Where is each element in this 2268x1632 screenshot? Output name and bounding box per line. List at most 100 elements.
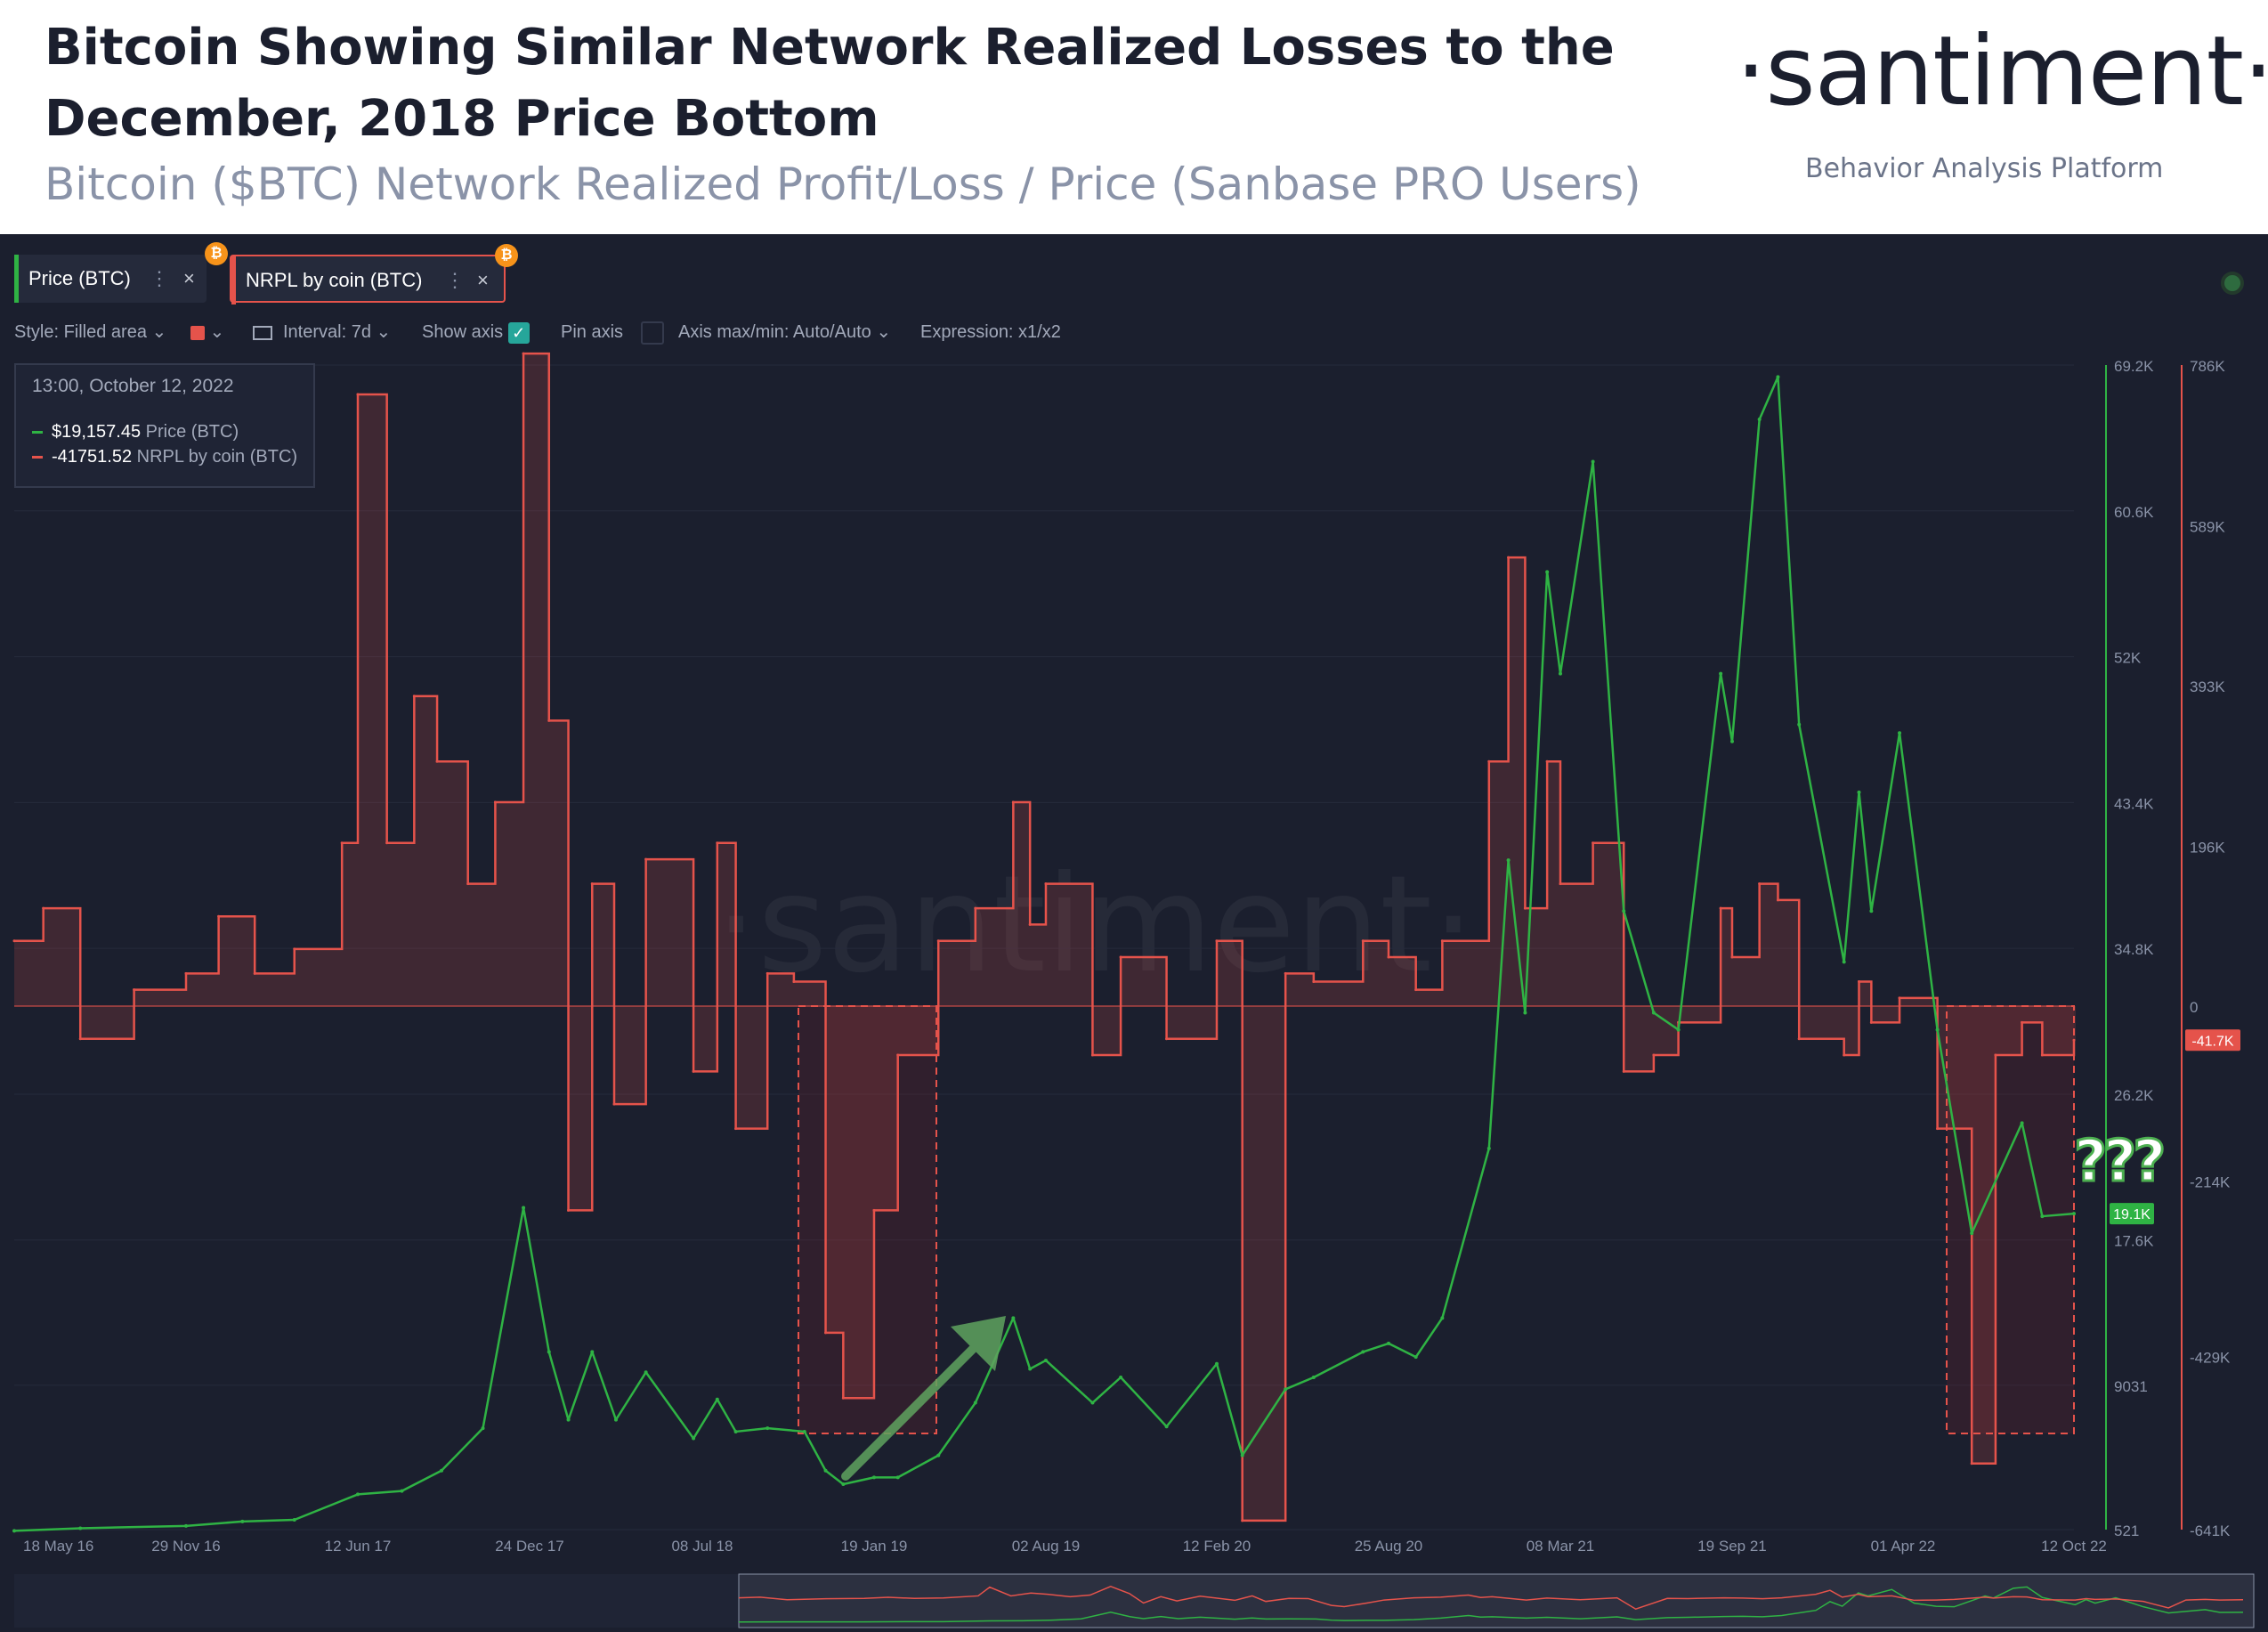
price-point-55 (1857, 790, 1861, 794)
price-point-52 (1776, 375, 1780, 379)
nrpl-point-57 (1758, 882, 1762, 886)
nrpl-badge-background (2185, 1029, 2240, 1051)
nrpl-point-6 (253, 971, 256, 975)
interval-dropdown[interactable]: Interval: 7d ⌄ (253, 319, 391, 345)
price-point-5 (355, 1492, 360, 1497)
price-point-29 (1090, 1401, 1095, 1405)
nrpl-axis-tick-7: -641K (2190, 1522, 2231, 1539)
tab-price[interactable]: Price (BTC) ⋮ × ₿ (14, 242, 228, 303)
x-axis-tick-10: 19 Sep 21 (1697, 1538, 1767, 1555)
pin-axis-toggle[interactable]: Pin axis (561, 319, 664, 345)
color-picker[interactable]: ⌄ (190, 319, 224, 345)
page-subtitle: Bitcoin ($BTC) Network Realized Profit/L… (45, 158, 1641, 210)
tab-nrpl-close-icon[interactable]: × (477, 269, 489, 291)
price-axis-tick-4: 34.8K (2114, 941, 2154, 958)
price-point-44 (1558, 671, 1562, 676)
nrpl-point-36 (1119, 955, 1122, 959)
nrpl-point-3 (133, 988, 136, 992)
price-point-38 (1413, 1355, 1418, 1360)
price-point-27 (1028, 1367, 1033, 1371)
price-point-61 (2040, 1214, 2045, 1219)
nrpl-axis-tick-5: -214K (2190, 1173, 2231, 1190)
nrpl-axis-tick-3: 196K (2190, 839, 2225, 856)
nrpl-point-41 (1312, 980, 1316, 984)
nrpl-axis-tick-0: 786K (2190, 358, 2225, 375)
show-axis-toggle[interactable]: Show axis ✓ (422, 319, 530, 345)
price-point-25 (973, 1401, 977, 1405)
price-point-32 (1214, 1361, 1219, 1366)
navigator (14, 1573, 2255, 1628)
price-point-42 (1523, 1011, 1527, 1015)
price-axis-tick-3: 43.4K (2114, 795, 2154, 812)
price-axis-tick-6: 17.6K (2114, 1233, 2154, 1250)
price-point-59 (1970, 1231, 1974, 1236)
price-point-22 (871, 1475, 876, 1480)
tab-price-more-icon[interactable]: ⋮ (150, 267, 169, 289)
axis-minmax-dropdown[interactable]: Axis max/min: Auto/Auto ⌄ (678, 322, 892, 342)
price-point-3 (240, 1519, 245, 1523)
price-point-33 (1240, 1453, 1244, 1457)
price-point-21 (841, 1482, 846, 1486)
price-point-41 (1506, 858, 1511, 863)
price-point-62 (2072, 1212, 2076, 1216)
nrpl-point-60 (1843, 1053, 1846, 1057)
nrpl-point-53 (1652, 1053, 1656, 1057)
price-point-7 (440, 1468, 444, 1473)
header: Bitcoin Showing Similar Network Realized… (0, 0, 2268, 234)
show-axis-label: Show axis (422, 322, 504, 342)
nrpl-point-33 (1028, 922, 1032, 926)
interval-label: Interval: 7d (283, 322, 371, 342)
price-point-0 (12, 1529, 16, 1533)
watermark: ·santiment· (715, 848, 1474, 1003)
price-point-24 (936, 1453, 941, 1457)
price-point-10 (547, 1350, 551, 1354)
price-point-45 (1591, 459, 1595, 464)
price-point-34 (1284, 1387, 1288, 1392)
x-axis-tick-2: 12 Jun 17 (325, 1538, 392, 1555)
data-tooltip: 13:00, October 12, 2022 $19,157.45 Price… (14, 363, 315, 488)
expression-field[interactable]: Expression: x1/x2 (920, 319, 1061, 345)
x-axis-tick-1: 29 Nov 16 (151, 1538, 221, 1555)
nrpl-point-7 (293, 947, 296, 951)
nrpl-point-21 (692, 1069, 695, 1073)
nrpl-point-62 (1869, 1020, 1873, 1024)
tooltip-date: 13:00, October 12, 2022 (32, 376, 234, 396)
status-indicator (2221, 272, 2244, 295)
nrpl-point-1 (42, 906, 45, 910)
nrpl-badge: -41.7K (2191, 1034, 2233, 1049)
price-point-47 (1651, 1011, 1656, 1015)
price-point-18 (765, 1426, 770, 1431)
tab-price-label: Price (BTC) (28, 267, 131, 289)
nrpl-point-28 (872, 1208, 876, 1212)
price-axis-tick-7: 9031 (2114, 1378, 2148, 1395)
price-point-4 (292, 1517, 296, 1522)
pin-axis-label: Pin axis (561, 322, 624, 342)
price-point-15 (692, 1436, 696, 1441)
nrpl-point-47 (1507, 556, 1511, 559)
nrpl-series-group (12, 352, 2076, 1522)
checkbox-icon[interactable] (640, 321, 664, 345)
axes-group: 69.2K 60.6K 52K 43.4K 34.8K 26.2K 17.6K 9031 521… (23, 358, 2240, 1555)
nrpl-point-5 (217, 914, 221, 918)
tab-nrpl[interactable]: NRPL by coin (BTC) ⋮ × ₿ (230, 244, 518, 304)
navigator-lines (738, 1585, 2244, 1623)
price-badge: 19.1K (2113, 1207, 2151, 1222)
nrpl-point-39 (1241, 1519, 1244, 1522)
nrpl-point-8 (340, 841, 344, 845)
nrpl-point-2 (78, 1037, 82, 1041)
x-axis-tick-12: 12 Oct 22 (2041, 1538, 2107, 1555)
tab-nrpl-more-icon[interactable]: ⋮ (445, 269, 465, 291)
nrpl-point-58 (1776, 898, 1779, 902)
nrpl-point-14 (493, 800, 497, 804)
nrpl-point-69 (2072, 1038, 2076, 1042)
price-point-30 (1119, 1375, 1123, 1379)
checkbox-checked-icon[interactable]: ✓ (507, 321, 530, 344)
nrpl-point-4 (184, 971, 188, 975)
style-dropdown[interactable]: Style: Filled area ⌄ (14, 322, 167, 342)
tab-price-close-icon[interactable]: × (183, 267, 195, 289)
price-point-11 (566, 1417, 571, 1422)
nrpl-point-56 (1730, 955, 1734, 959)
price-point-31 (1164, 1425, 1169, 1429)
nrpl-point-59 (1797, 1037, 1801, 1041)
